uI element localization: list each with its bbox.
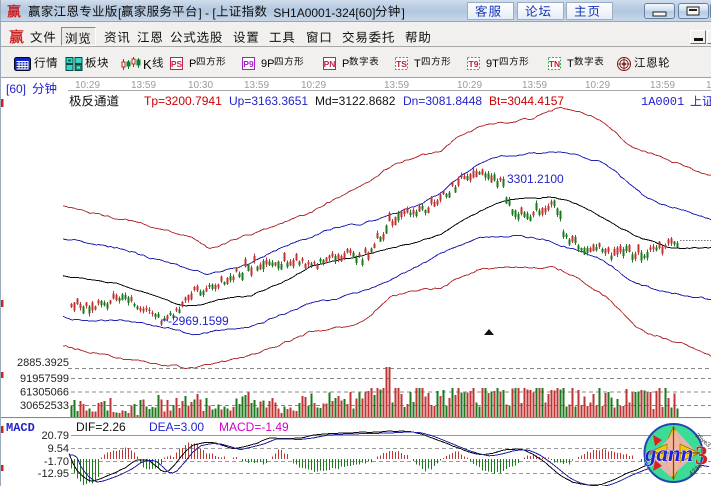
svg-text:T9: T9 [469, 59, 479, 69]
svg-text:1A0001: 1A0001 [641, 95, 684, 109]
svg-text:3301.2100: 3301.2100 [507, 172, 564, 186]
svg-text:Up=3163.3651: Up=3163.3651 [229, 94, 308, 108]
svg-text:DEA=3.00: DEA=3.00 [149, 420, 204, 434]
svg-text:13:59: 13:59 [131, 80, 156, 91]
svg-text:10:29: 10:29 [706, 80, 711, 91]
svg-text:DIF=2.26: DIF=2.26 [76, 420, 126, 434]
svg-text:-2969.1599: -2969.1599 [168, 314, 229, 328]
svg-text:[60]: [60] [6, 82, 26, 96]
svg-text:TS: TS [396, 59, 407, 69]
svg-text:Dn=3081.8448: Dn=3081.8448 [403, 94, 482, 108]
svg-text:10:30: 10:30 [188, 80, 213, 91]
svg-text:MACD=-1.49: MACD=-1.49 [219, 420, 289, 434]
svg-text:9.54: 9.54 [48, 443, 69, 455]
svg-text:13:59: 13:59 [650, 80, 675, 91]
svg-text:gann: gann [644, 441, 694, 466]
svg-text:-1.70: -1.70 [44, 456, 69, 468]
svg-text:-12.95: -12.95 [38, 468, 69, 480]
svg-text:13:59: 13:59 [244, 80, 269, 91]
svg-text:10:29: 10:29 [75, 80, 100, 91]
svg-text:3: 3 [695, 441, 708, 470]
svg-text:61305066: 61305066 [20, 387, 69, 399]
svg-text:PS: PS [171, 59, 183, 69]
svg-text:PN: PN [324, 59, 336, 69]
svg-text:TN: TN [549, 59, 560, 69]
svg-text:10:29: 10:29 [585, 80, 610, 91]
svg-text:2885.3925: 2885.3925 [17, 357, 69, 369]
svg-text:P9: P9 [243, 59, 254, 69]
svg-text:Bt=3044.4157: Bt=3044.4157 [489, 94, 564, 108]
svg-text:MACD: MACD [6, 421, 35, 435]
svg-text:20.79: 20.79 [41, 430, 69, 442]
svg-text:10:29: 10:29 [301, 80, 326, 91]
svg-text:Tp=3200.7941: Tp=3200.7941 [144, 94, 222, 108]
svg-text:30652533: 30652533 [20, 400, 69, 412]
svg-text:91957599: 91957599 [20, 373, 69, 385]
svg-text:13:59: 13:59 [522, 80, 547, 91]
svg-text:13:59: 13:59 [384, 80, 409, 91]
svg-text:Md=3122.8682: Md=3122.8682 [315, 94, 396, 108]
svg-text:10:29: 10:29 [457, 80, 482, 91]
